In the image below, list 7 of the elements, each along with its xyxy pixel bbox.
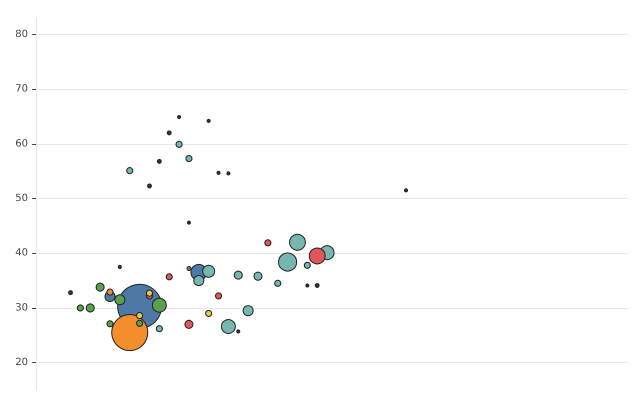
y-tick-label: 70 — [15, 84, 28, 95]
y-tick-label: 60 — [15, 138, 28, 150]
y-tick-label: 30 — [15, 302, 28, 314]
y-tick-label: 80 — [15, 28, 28, 40]
y-tick-label: 50 — [15, 193, 28, 204]
y-tick-label: 20 — [15, 357, 28, 368]
y-tick-label: 40 — [15, 248, 28, 259]
